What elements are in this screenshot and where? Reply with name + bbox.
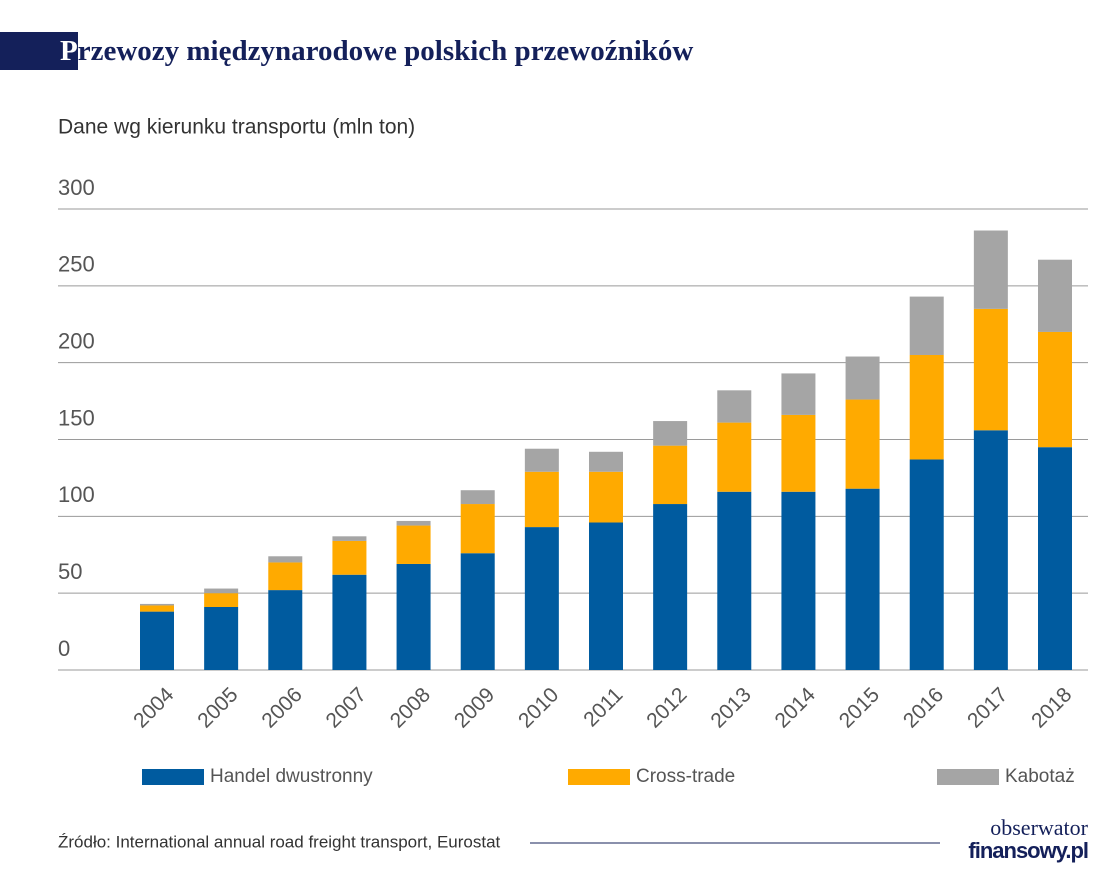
bar-segment [845, 356, 880, 400]
bar-segment [653, 504, 688, 670]
bar-segment [973, 430, 1008, 670]
y-tick-label: 50 [58, 559, 82, 584]
bar-segment [268, 590, 303, 670]
bar-segment [524, 527, 559, 670]
x-tick-label: 2015 [835, 683, 884, 732]
bar-segment [909, 354, 944, 460]
logo-top: obserwator [990, 815, 1088, 840]
y-tick-label: 250 [58, 252, 95, 277]
bar-segment [332, 536, 367, 541]
y-tick-label: 300 [58, 175, 95, 200]
bar-segment [332, 540, 367, 575]
bar-segment [460, 553, 495, 670]
y-tick-label: 0 [58, 636, 70, 661]
source: Źródło: International annual road freigh… [58, 832, 501, 851]
bar-segment [589, 471, 623, 523]
bar-segment [717, 390, 752, 423]
y-tick-label: 150 [58, 405, 95, 430]
bar-segment [909, 296, 944, 355]
bar-segment [589, 522, 623, 670]
bar-segment [460, 504, 495, 554]
bar-segment [332, 574, 367, 670]
bar-segment [781, 414, 816, 492]
legend-label: Handel dwustronny [210, 766, 373, 787]
bar-segment [781, 373, 816, 415]
y-tick-label: 100 [58, 482, 95, 507]
bar-segment [140, 605, 174, 612]
y-tick-label: 200 [58, 328, 95, 353]
bar-segment [909, 459, 944, 670]
x-tick-label: 2007 [322, 683, 371, 732]
bar-segment [1038, 331, 1072, 448]
legend-label: Kabotaż [1005, 766, 1075, 787]
bar-segment [204, 593, 239, 607]
x-tick-label: 2011 [579, 683, 627, 731]
bar-segment [204, 588, 239, 594]
bar-segment [845, 488, 880, 670]
bar-segment [781, 491, 816, 670]
x-tick-label: 2006 [257, 683, 306, 732]
chart-subtitle: Dane wg kierunku transportu (mln ton) [58, 116, 415, 139]
bar-segment [717, 422, 752, 492]
x-tick-label: 2017 [963, 683, 1012, 732]
x-tick-label: 2004 [129, 683, 179, 733]
bar-segment [717, 491, 752, 670]
x-tick-label: 2012 [642, 683, 691, 732]
x-tick-label: 2013 [706, 683, 755, 732]
legend-label: Cross-trade [636, 766, 735, 787]
chart-title: Przewozy międzynarodowe polskich przewoź… [60, 35, 694, 67]
logo-bottom: finansowy.pl [968, 838, 1088, 863]
bar-segment [524, 471, 559, 528]
bar-segment [396, 563, 431, 670]
bar-segment [140, 611, 174, 670]
legend-swatch [568, 769, 630, 785]
bar-segment [268, 562, 303, 591]
bar-segment [1038, 259, 1072, 332]
bar-segment [268, 556, 303, 563]
bar-segment [140, 603, 174, 606]
bar-segment [973, 230, 1008, 309]
bar-segment [653, 421, 688, 446]
x-tick-label: 2016 [899, 683, 948, 732]
legend-swatch [937, 769, 999, 785]
bar-segment [396, 520, 431, 526]
legend-swatch [142, 769, 204, 785]
bar-segment [204, 606, 239, 670]
bar-segment [396, 525, 431, 564]
title-marker [0, 32, 78, 70]
x-tick-label: 2010 [514, 683, 563, 732]
bar-segment [845, 399, 880, 489]
bar-segment [460, 490, 495, 505]
bar-segment [973, 308, 1008, 431]
x-tick-label: 2005 [193, 683, 242, 732]
x-tick-label: 2009 [450, 683, 499, 732]
bar-segment [1038, 447, 1072, 670]
bar-segment [589, 451, 623, 472]
x-tick-label: 2018 [1027, 683, 1076, 732]
bar-segment [524, 448, 559, 472]
x-tick-label: 2014 [771, 683, 821, 733]
x-tick-label: 2008 [386, 683, 435, 732]
bar-segment [653, 445, 688, 505]
